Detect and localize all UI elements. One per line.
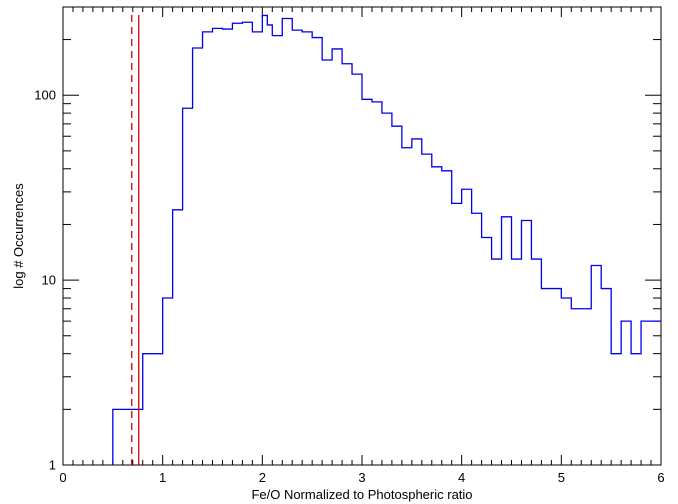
y-tick-label: 100 <box>34 88 56 103</box>
x-tick-label: 1 <box>159 470 166 485</box>
x-axis-tick-labels: 0 1 2 3 4 5 6 <box>59 470 664 485</box>
x-tick-label: 2 <box>259 470 266 485</box>
x-axis-label: Fe/O Normalized to Photospheric ratio <box>251 487 472 502</box>
x-tick-label: 0 <box>59 470 66 485</box>
y-axis-ticks <box>63 6 661 466</box>
y-axis-tick-labels: 1 10 100 <box>34 88 56 473</box>
x-tick-label: 5 <box>558 470 565 485</box>
x-tick-label: 6 <box>657 470 664 485</box>
y-tick-label: 1 <box>49 458 56 473</box>
x-tick-label: 3 <box>358 470 365 485</box>
histogram-series-line <box>112 14 661 465</box>
y-tick-label: 10 <box>42 273 56 288</box>
x-axis-ticks <box>62 7 662 465</box>
y-axis-label: log # Occurrences <box>11 183 26 289</box>
reference-lines <box>131 15 140 465</box>
x-tick-label: 4 <box>458 470 465 485</box>
